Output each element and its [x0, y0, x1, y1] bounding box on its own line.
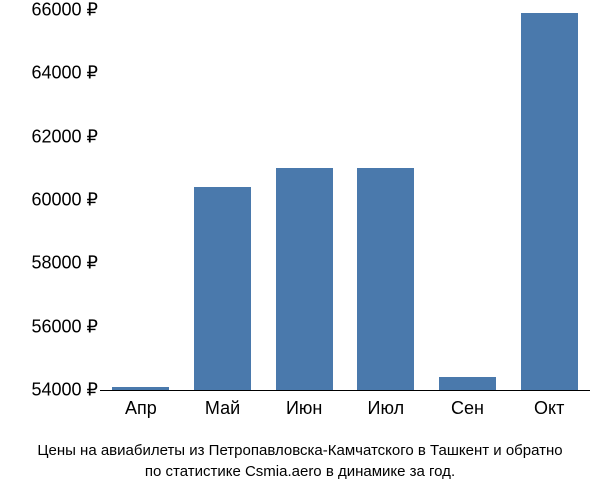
x-tick-label: Окт — [534, 398, 564, 419]
x-tick-label: Июл — [368, 398, 405, 419]
price-chart: 54000 ₽ 56000 ₽ 58000 ₽ 60000 ₽ 62000 ₽ 64000… — [0, 0, 600, 500]
y-tick-label: 60000 ₽ — [31, 190, 98, 211]
y-tick-label: 54000 ₽ — [31, 380, 98, 401]
bar — [439, 377, 496, 390]
y-tick-label: 66000 ₽ — [31, 0, 98, 21]
x-tick-label: Июн — [286, 398, 322, 419]
y-tick-label: 64000 ₽ — [31, 63, 98, 84]
bar — [357, 168, 414, 390]
bar — [521, 13, 578, 390]
x-axis-line — [100, 390, 590, 391]
x-tick-label: Май — [205, 398, 240, 419]
y-tick-label: 58000 ₽ — [31, 253, 98, 274]
bar — [194, 187, 251, 390]
y-tick-label: 56000 ₽ — [31, 316, 98, 337]
x-tick-label: Апр — [125, 398, 157, 419]
caption-line-2: по статистике Csmia.aero в динамике за г… — [0, 461, 600, 482]
y-tick-label: 62000 ₽ — [31, 126, 98, 147]
caption-line-1: Цены на авиабилеты из Петропавловска-Кам… — [37, 442, 562, 459]
bars-container — [100, 10, 590, 390]
bar — [276, 168, 333, 390]
plot-area — [100, 10, 590, 390]
x-tick-label: Сен — [451, 398, 484, 419]
chart-caption: Цены на авиабилеты из Петропавловска-Кам… — [0, 440, 600, 482]
